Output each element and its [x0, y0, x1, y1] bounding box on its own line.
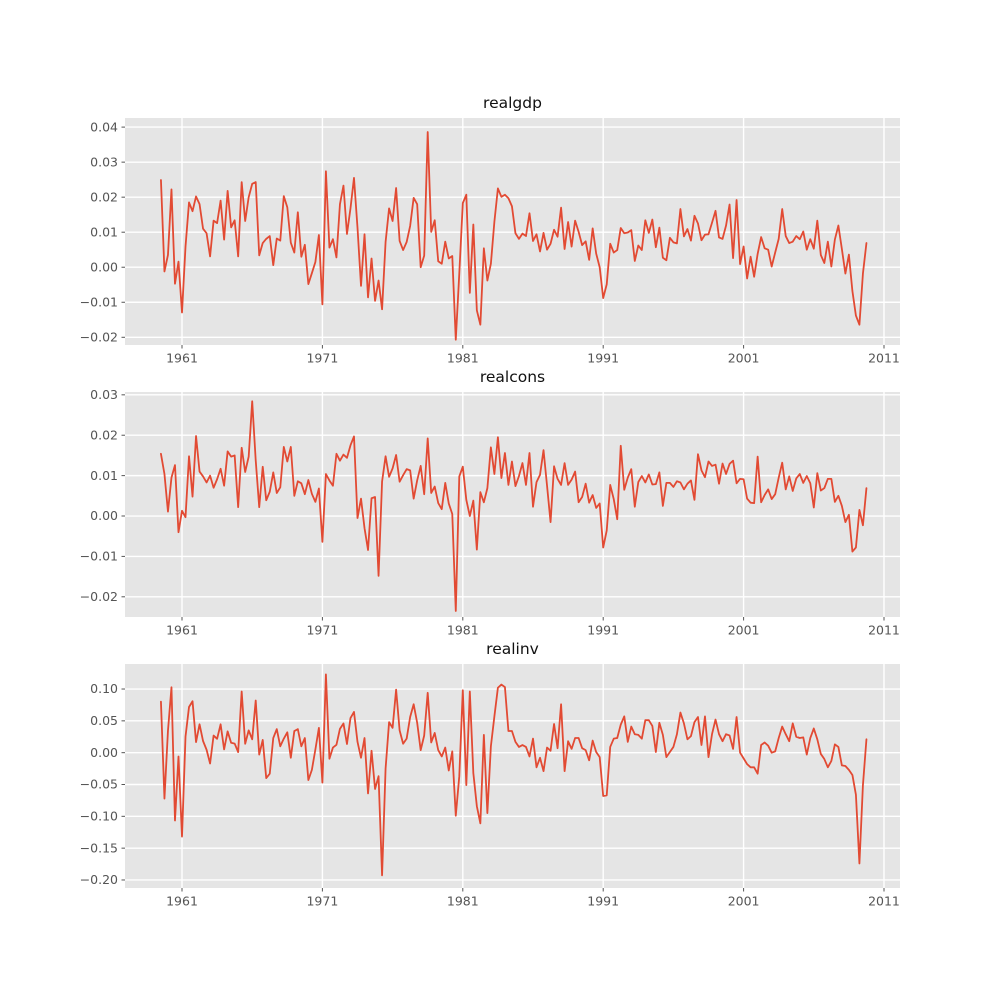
y-tick-label: 0.04	[90, 119, 118, 134]
y-tick-label: 0.01	[90, 224, 118, 239]
plot-area-realgdp: 1961 1971 1981 1991 2001 2011 0.04 0.03 0.02 0.01…	[80, 118, 900, 366]
y-tick-label: 0.10	[90, 681, 118, 696]
x-tick-label: 1971	[306, 894, 338, 909]
x-tick-label: 2011	[868, 351, 900, 366]
x-tick-label: 1991	[587, 894, 619, 909]
x-tick-label: 1981	[447, 351, 479, 366]
chart-title-realgdp: realgdp	[483, 94, 542, 112]
y-tick-label: −0.01	[80, 294, 118, 309]
plot-background	[125, 664, 900, 888]
x-tick-label: 1981	[447, 623, 479, 638]
x-tick-label: 1961	[166, 351, 198, 366]
y-tick-label: 0.02	[90, 189, 118, 204]
plot-background	[125, 392, 900, 617]
x-tick-label: 2011	[868, 894, 900, 909]
y-tick-label: −0.15	[80, 840, 118, 855]
x-tick-label: 1971	[306, 351, 338, 366]
y-tick-label: −0.02	[80, 589, 118, 604]
y-tick-label: −0.01	[80, 549, 118, 564]
plot-background	[125, 118, 900, 345]
x-tick-label: 2001	[728, 351, 760, 366]
y-tick-label: 0.02	[90, 427, 118, 442]
y-tick-label: −0.05	[80, 777, 118, 792]
x-tick-label: 1961	[166, 623, 198, 638]
y-tick-label: 0.03	[90, 154, 118, 169]
x-tick-label: 2001	[728, 894, 760, 909]
x-tick-label: 1981	[447, 894, 479, 909]
x-tick-label: 1991	[587, 351, 619, 366]
plot-area-realinv: 1961 1971 1981 1991 2001 2011 0.10 0.05 0.00 −0.0…	[80, 664, 900, 909]
x-tick-label: 1971	[306, 623, 338, 638]
y-tick-label: −0.10	[80, 809, 118, 824]
plot-area-realcons: 1961 1971 1981 1991 2001 2011 0.03 0.02 0.01 0.00…	[80, 387, 900, 638]
y-tick-label: 0.00	[90, 508, 118, 523]
chart-title-realinv: realinv	[486, 640, 539, 658]
y-tick-label: 0.01	[90, 468, 118, 483]
data-line-series	[160, 400, 868, 612]
data-line-series	[160, 131, 868, 341]
x-tick-label: 1991	[587, 623, 619, 638]
x-tick-label: 1961	[166, 894, 198, 909]
x-tick-label: 2011	[868, 623, 900, 638]
y-tick-label: 0.03	[90, 387, 118, 402]
y-tick-label: 0.00	[90, 745, 118, 760]
y-tick-label: −0.02	[80, 329, 118, 344]
data-line-series	[160, 673, 868, 877]
y-tick-label: 0.05	[90, 713, 118, 728]
y-tick-label: −0.20	[80, 872, 118, 887]
chart-title-realcons: realcons	[479, 368, 546, 386]
x-tick-label: 2001	[728, 623, 760, 638]
y-tick-label: 0.00	[90, 259, 118, 274]
